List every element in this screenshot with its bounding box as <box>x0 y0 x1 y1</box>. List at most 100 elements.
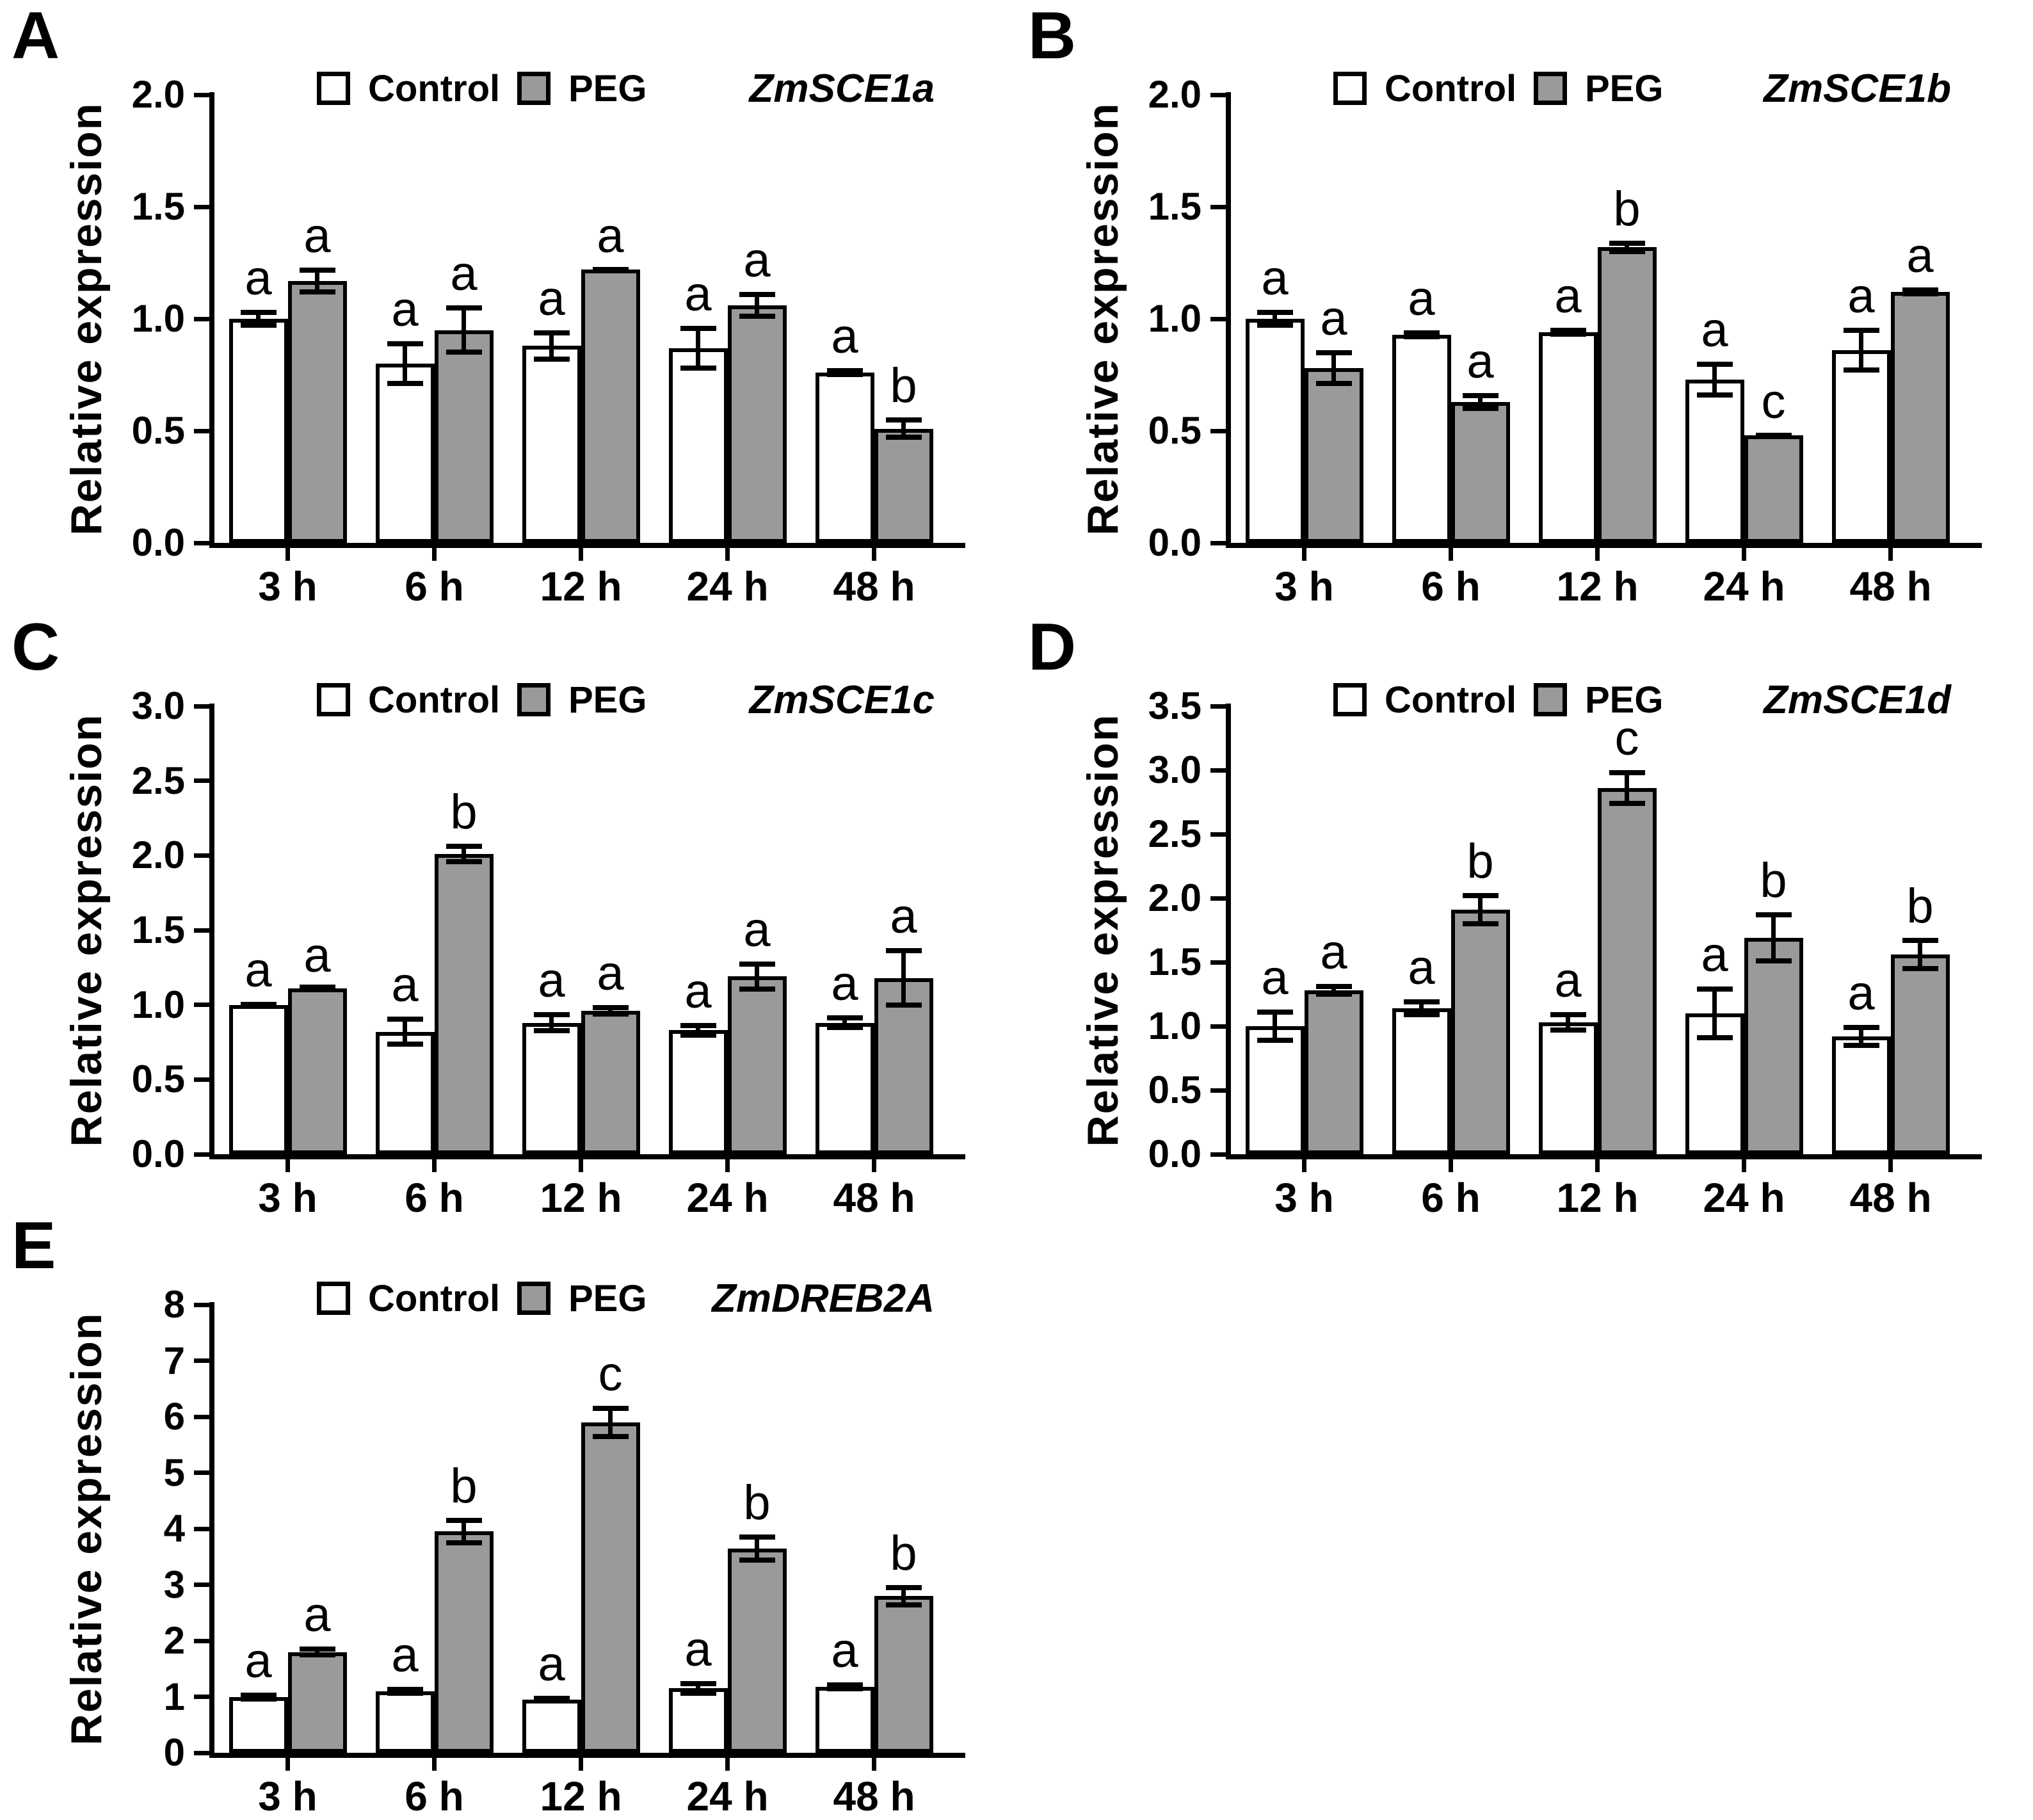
error-bar-cap-bottom <box>885 1003 922 1008</box>
error-bar-cap-top <box>240 310 277 315</box>
y-axis-tick <box>194 1414 209 1419</box>
significance-letter: a <box>391 282 419 337</box>
bar-control-48h <box>815 373 874 543</box>
error-bar-line <box>462 305 466 355</box>
gene-label: ZmSCE1a <box>749 67 935 111</box>
error-bar-line <box>462 843 466 865</box>
bar-control-48h <box>815 1686 874 1753</box>
error-bar-cap-bottom <box>1755 432 1792 438</box>
y-axis-tick-label: 5 <box>163 1451 185 1494</box>
significance-letter: c <box>598 1346 623 1401</box>
y-axis-tick <box>194 1750 209 1755</box>
error-bar-line <box>462 1517 466 1546</box>
panel-letter-D: D <box>1028 610 1077 684</box>
error-bar-cap-bottom <box>885 1602 922 1607</box>
error-bar-cap-top <box>1462 893 1499 898</box>
x-tick-label: 3 h <box>258 1773 317 1819</box>
legend-control-swatch <box>317 72 350 105</box>
error-bar-cap-top <box>446 843 482 849</box>
error-bar-line <box>1859 1025 1863 1048</box>
error-bar-cap-top <box>387 1686 423 1692</box>
error-bar-cap-top <box>1609 240 1645 246</box>
error-bar-cap-bottom <box>1315 992 1352 997</box>
y-axis-tick <box>194 1582 209 1587</box>
error-bar-line <box>901 948 906 1008</box>
x-tick-label: 6 h <box>1421 563 1481 609</box>
significance-letter: b <box>450 784 478 839</box>
legend-peg-label: PEG <box>1585 679 1664 721</box>
y-axis-line <box>209 704 214 1159</box>
error-bar-cap-bottom <box>1257 323 1293 328</box>
significance-letter: a <box>684 1622 712 1677</box>
error-bar-cap-bottom <box>739 1557 775 1563</box>
x-tick-label: 12 h <box>1556 1175 1639 1221</box>
y-axis-tick <box>194 316 209 321</box>
error-bar-cap-bottom <box>1755 958 1792 963</box>
bar-control-12h <box>522 1022 581 1154</box>
x-tick-label: 12 h <box>540 1175 622 1221</box>
error-bar-cap-bottom <box>1315 381 1352 386</box>
significance-letter: a <box>391 1627 419 1682</box>
error-bar-cap-bottom <box>885 435 922 440</box>
legend-control-label: Control <box>1385 68 1517 109</box>
error-bar-line <box>1625 240 1629 254</box>
significance-letter: b <box>1760 853 1787 908</box>
y-axis-tick-label: 1.5 <box>1148 185 1201 228</box>
error-bar-line <box>1566 1012 1570 1033</box>
error-bar-cap-bottom <box>446 350 482 355</box>
significance-letter: a <box>303 208 331 263</box>
error-bar-cap-top <box>1843 1025 1879 1030</box>
x-axis-tick <box>1449 548 1453 561</box>
legend-peg-swatch <box>517 683 550 716</box>
significance-letter: a <box>1466 334 1494 389</box>
y-axis-tick <box>194 1003 209 1008</box>
significance-letter: a <box>890 889 917 944</box>
error-bar-cap-top <box>1257 310 1293 315</box>
significance-letter: a <box>245 943 272 997</box>
y-axis-tick-label: 0.0 <box>131 1132 185 1175</box>
y-axis-tick <box>1210 204 1226 209</box>
significance-letter: a <box>450 246 478 301</box>
error-bar-line <box>1712 361 1717 398</box>
error-bar-cap-top <box>739 1534 775 1540</box>
x-axis-tick <box>285 1758 290 1771</box>
x-axis-line <box>1226 543 1982 548</box>
bar-peg-24h <box>1744 435 1803 543</box>
error-bar-cap-bottom <box>387 1042 423 1047</box>
bar-peg-12h <box>581 1011 640 1154</box>
error-bar-line <box>315 267 319 294</box>
significance-letter: a <box>1701 302 1728 357</box>
error-bar-line <box>1918 938 1922 971</box>
bar-control-3h <box>229 319 288 543</box>
x-tick-label: 24 h <box>1703 1175 1785 1221</box>
y-axis-tick <box>194 704 209 709</box>
significance-letter: a <box>1261 251 1289 305</box>
x-tick-label: 6 h <box>405 563 464 609</box>
x-tick-label: 6 h <box>1421 1175 1481 1221</box>
significance-letter: a <box>684 963 712 1019</box>
bar-peg-6h <box>434 854 494 1154</box>
significance-letter: a <box>303 928 331 983</box>
bar-peg-48h <box>874 1596 933 1753</box>
y-axis-tick <box>1210 768 1226 773</box>
legend-control-label: Control <box>368 68 501 109</box>
legend-peg-swatch <box>517 72 550 105</box>
error-bar-cap-bottom <box>1696 392 1733 398</box>
gene-label: ZmSCE1b <box>1764 67 1951 111</box>
error-bar-cap-bottom <box>533 1028 570 1033</box>
x-axis-tick <box>285 548 290 561</box>
legend-control-swatch <box>317 1282 350 1315</box>
error-bar-cap-bottom <box>680 1033 716 1038</box>
error-bar-line <box>755 292 759 319</box>
error-bar-cap-top <box>1843 328 1879 333</box>
y-axis-tick-label: 0 <box>163 1731 185 1774</box>
y-axis-tick-label: 3.0 <box>1148 748 1201 791</box>
bar-control-24h <box>668 348 728 543</box>
legend-peg-label: PEG <box>568 679 647 721</box>
significance-letter: a <box>538 271 565 326</box>
error-bar-line <box>549 330 554 362</box>
error-bar-cap-bottom <box>1902 966 1938 971</box>
y-axis-tick <box>194 428 209 433</box>
error-bar-cap-bottom <box>1550 1027 1586 1033</box>
